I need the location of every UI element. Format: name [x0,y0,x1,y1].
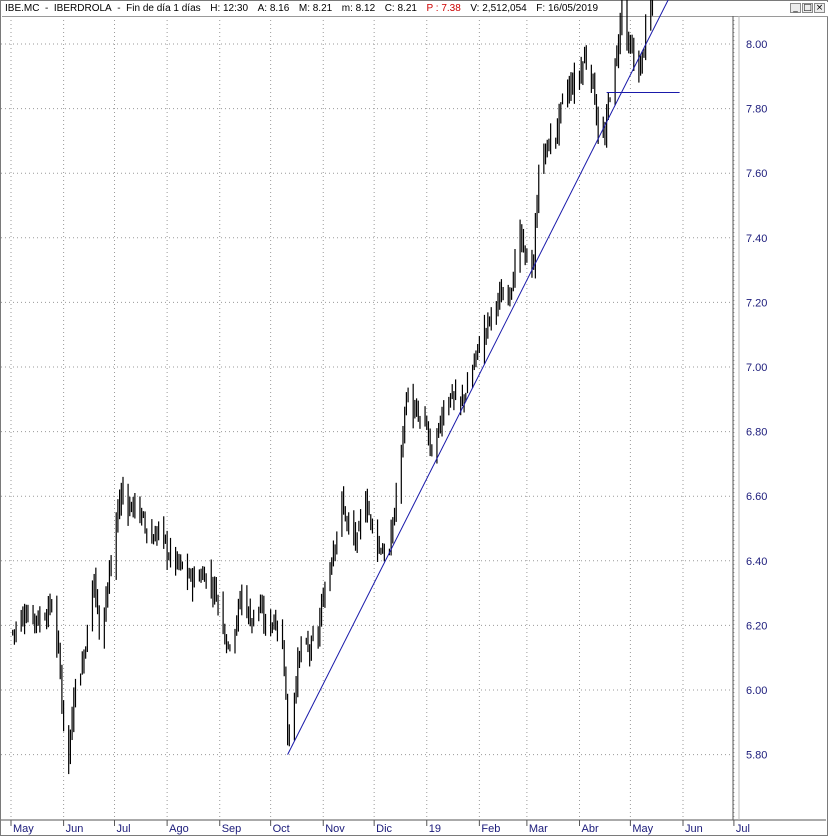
window-controls: _ □ × [790,3,825,13]
y-tick-label: 6.00 [746,685,767,697]
x-tick-label: Jul [117,823,131,835]
x-tick-label: Sep [222,823,242,835]
company-name: IBERDROLA [53,3,112,14]
x-tick-label: Dic [376,823,392,835]
y-tick-label: 7.60 [746,168,767,180]
y-tick-label: 6.40 [746,556,767,568]
x-tick-label: May [632,823,653,835]
open-label: A: [257,3,268,14]
hour-value: 12:30 [223,3,249,14]
volume-label: V: [470,3,480,14]
y-tick-label: 7.20 [746,297,767,309]
date-label: F: [536,3,546,14]
close-value: 8.21 [397,3,417,14]
dash-separator: - [42,3,52,14]
x-tick-label: Feb [481,823,500,835]
volume-value: 2,512,054 [482,3,527,14]
close-icon[interactable]: × [814,3,825,13]
minimize-icon[interactable]: _ [790,3,801,13]
x-tick-label: Jul [736,823,750,835]
y-tick-label: 6.20 [746,620,767,632]
x-tick-label: 19 [429,823,441,835]
y-tick-label: 6.60 [746,491,767,503]
date-value: 16/05/2019 [547,3,599,14]
symbol-label: IBE.MC [5,3,40,14]
x-tick-label: Mar [529,823,548,835]
high-value: 8.21 [312,3,333,14]
x-tick-label: Abr [581,823,598,835]
dash-separator: - [114,3,124,14]
p-value: 7.38 [441,3,461,14]
y-tick-label: 6.80 [746,427,767,439]
y-tick-label: 7.40 [746,233,767,245]
y-tick-label: 7.80 [746,104,767,116]
x-tick-label: Jun [66,823,84,835]
period-label: Fin de día 1 días [126,3,201,14]
hour-label: H: [210,3,221,14]
x-tick-label: Nov [325,823,345,835]
trendline [287,0,669,755]
low-label: m: [341,3,353,14]
high-label: M: [298,3,310,14]
y-tick-label: 7.00 [746,362,767,374]
y-tick-label: 8.00 [746,39,767,51]
x-tick-label: Jun [685,823,703,835]
p-label: P : [426,3,439,14]
open-value: 8.16 [269,3,290,14]
x-tick-label: Ago [169,823,189,835]
restore-icon[interactable]: □ [802,3,813,13]
low-value: 8.12 [355,3,376,14]
x-tick-label: Oct [273,823,290,835]
close-label: C: [384,3,395,14]
y-tick-label: 5.80 [746,750,767,762]
x-tick-label: May [13,823,34,835]
